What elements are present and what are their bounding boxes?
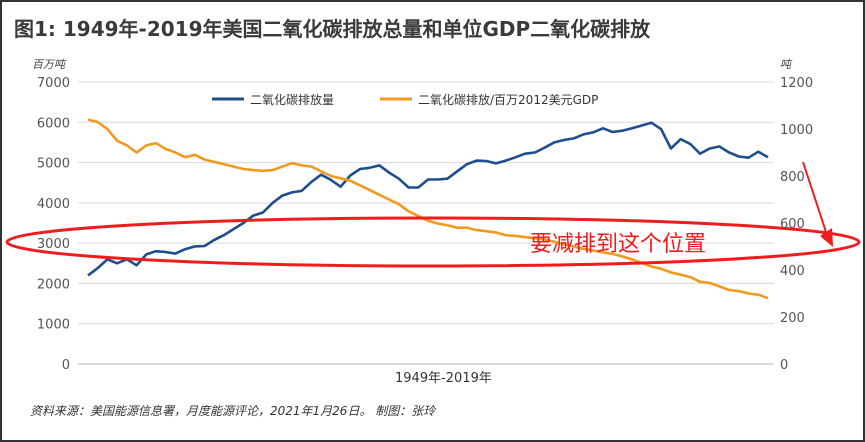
annotation-arrowhead (820, 228, 833, 247)
left-tick-label: 6000 (37, 116, 70, 131)
right-tick-label: 0 (780, 358, 788, 373)
source-note: 资料来源：美国能源信息署，月度能源评论，2021年1月26日。 制图：张玲 (30, 404, 437, 418)
right-tick-label: 1200 (780, 76, 813, 91)
right-tick-label: 800 (780, 170, 805, 185)
left-tick-label: 7000 (37, 76, 70, 91)
legend-label-co2-per-gdp: 二氧化碳排放/百万2012美元GDP (418, 92, 598, 107)
left-tick-label: 1000 (37, 318, 70, 333)
left-axis-unit: 百万吨 (32, 58, 67, 71)
series-layer (87, 118, 769, 300)
left-tick-label: 3000 (37, 237, 70, 252)
left-tick-label: 0 (62, 358, 70, 373)
right-tick-label: 1000 (780, 123, 813, 138)
gridlines (78, 81, 774, 365)
series-line-co2-per-gdp (87, 118, 769, 300)
annotation-arrow (802, 161, 827, 233)
legend-label-co2-total: 二氧化碳排放量 (250, 92, 334, 107)
left-tick-label: 2000 (37, 277, 70, 292)
left-tick-label: 4000 (37, 197, 70, 212)
annotation-text: 要减排到这个位置 (530, 232, 706, 257)
series-line-co2-total (87, 121, 769, 277)
x-axis-label: 1949年-2019年 (395, 371, 492, 386)
legend: 二氧化碳排放量 二氧化碳排放/百万2012美元GDP (212, 92, 598, 107)
left-axis-ticks: 0 1000 2000 3000 4000 5000 6000 7000 (37, 76, 70, 373)
chart-title: 图1: 1949年-2019年美国二氧化碳排放总量和单位GDP二氧化碳排放 (14, 17, 651, 41)
left-tick-label: 5000 (37, 157, 70, 172)
right-tick-label: 400 (780, 264, 805, 279)
right-axis-unit: 吨 (780, 58, 793, 71)
target-ellipse (5, 216, 861, 268)
right-tick-label: 200 (780, 311, 805, 326)
